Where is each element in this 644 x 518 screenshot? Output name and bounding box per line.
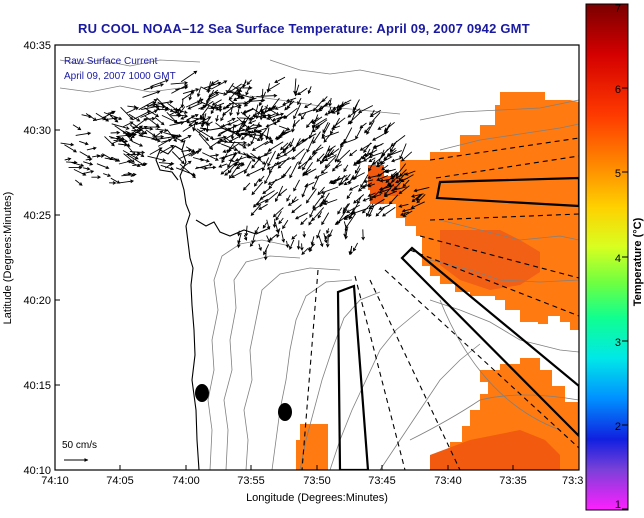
map-title: RU COOL NOAA–12 Sea Surface Temperature:… — [78, 21, 530, 36]
plot-area — [59, 59, 579, 470]
x-tick-label: 73:45 — [368, 475, 396, 487]
y-tick-labels: 40:35 40:30 40:25 40:20 40:15 40:10 — [23, 40, 51, 477]
dashed-lines — [301, 137, 579, 470]
bathymetry-contours — [59, 59, 579, 470]
colorbar-tick-label: 2 — [615, 421, 621, 433]
colorbar-labels: 7 6 5 4 3 2 1 — [615, 3, 621, 511]
y-tick-label: 40:30 — [23, 125, 51, 137]
x-tick-label: 74:05 — [106, 475, 134, 487]
x-tick-label: 73:55 — [237, 475, 265, 487]
y-tick-label: 40:35 — [23, 40, 51, 52]
x-tick-label: 73:3 — [562, 475, 583, 487]
colorbar-tick-label: 6 — [615, 84, 621, 96]
x-tick-labels: 74:10 74:05 74:00 73:55 73:50 73:45 73:4… — [41, 475, 583, 487]
current-vectors — [60, 70, 430, 261]
y-tick-label: 40:20 — [23, 295, 51, 307]
x-tick-label: 73:35 — [499, 475, 527, 487]
y-tick-label: 40:10 — [23, 465, 51, 477]
coastline — [155, 125, 271, 470]
colorbar-tick-label: 5 — [615, 168, 621, 180]
legend-line-1: Raw Surface Current — [64, 56, 158, 67]
station-marker — [195, 384, 209, 402]
x-tick-label: 74:00 — [172, 475, 200, 487]
colorbar-tick-label: 3 — [615, 337, 621, 349]
sst-patches — [296, 92, 579, 470]
y-axis-label: Latitude (Degrees:Minutes) — [2, 192, 14, 325]
colorbar-ticks — [622, 3, 628, 510]
x-tick-label: 74:10 — [41, 475, 69, 487]
colorbar-tick-label: 4 — [615, 253, 621, 265]
y-tick-label: 40:15 — [23, 380, 51, 392]
colorbar-tick-label: 7 — [615, 3, 621, 15]
x-axis-label: Longitude (Degrees:Minutes) — [246, 492, 388, 504]
colorbar-title: Temperature (°C) — [632, 217, 644, 306]
x-tick-label: 73:50 — [303, 475, 331, 487]
colorbar — [585, 3, 629, 511]
x-tick-label: 73:40 — [434, 475, 462, 487]
legend-line-2: April 09, 2007 1000 GMT — [64, 71, 176, 82]
station-marker — [278, 403, 292, 421]
scale-label: 50 cm/s — [62, 440, 97, 451]
y-tick-label: 40:25 — [23, 210, 51, 222]
colorbar-tick-label: 1 — [615, 499, 621, 511]
axis-ticks — [55, 129, 514, 470]
study-polygons — [336, 176, 579, 470]
